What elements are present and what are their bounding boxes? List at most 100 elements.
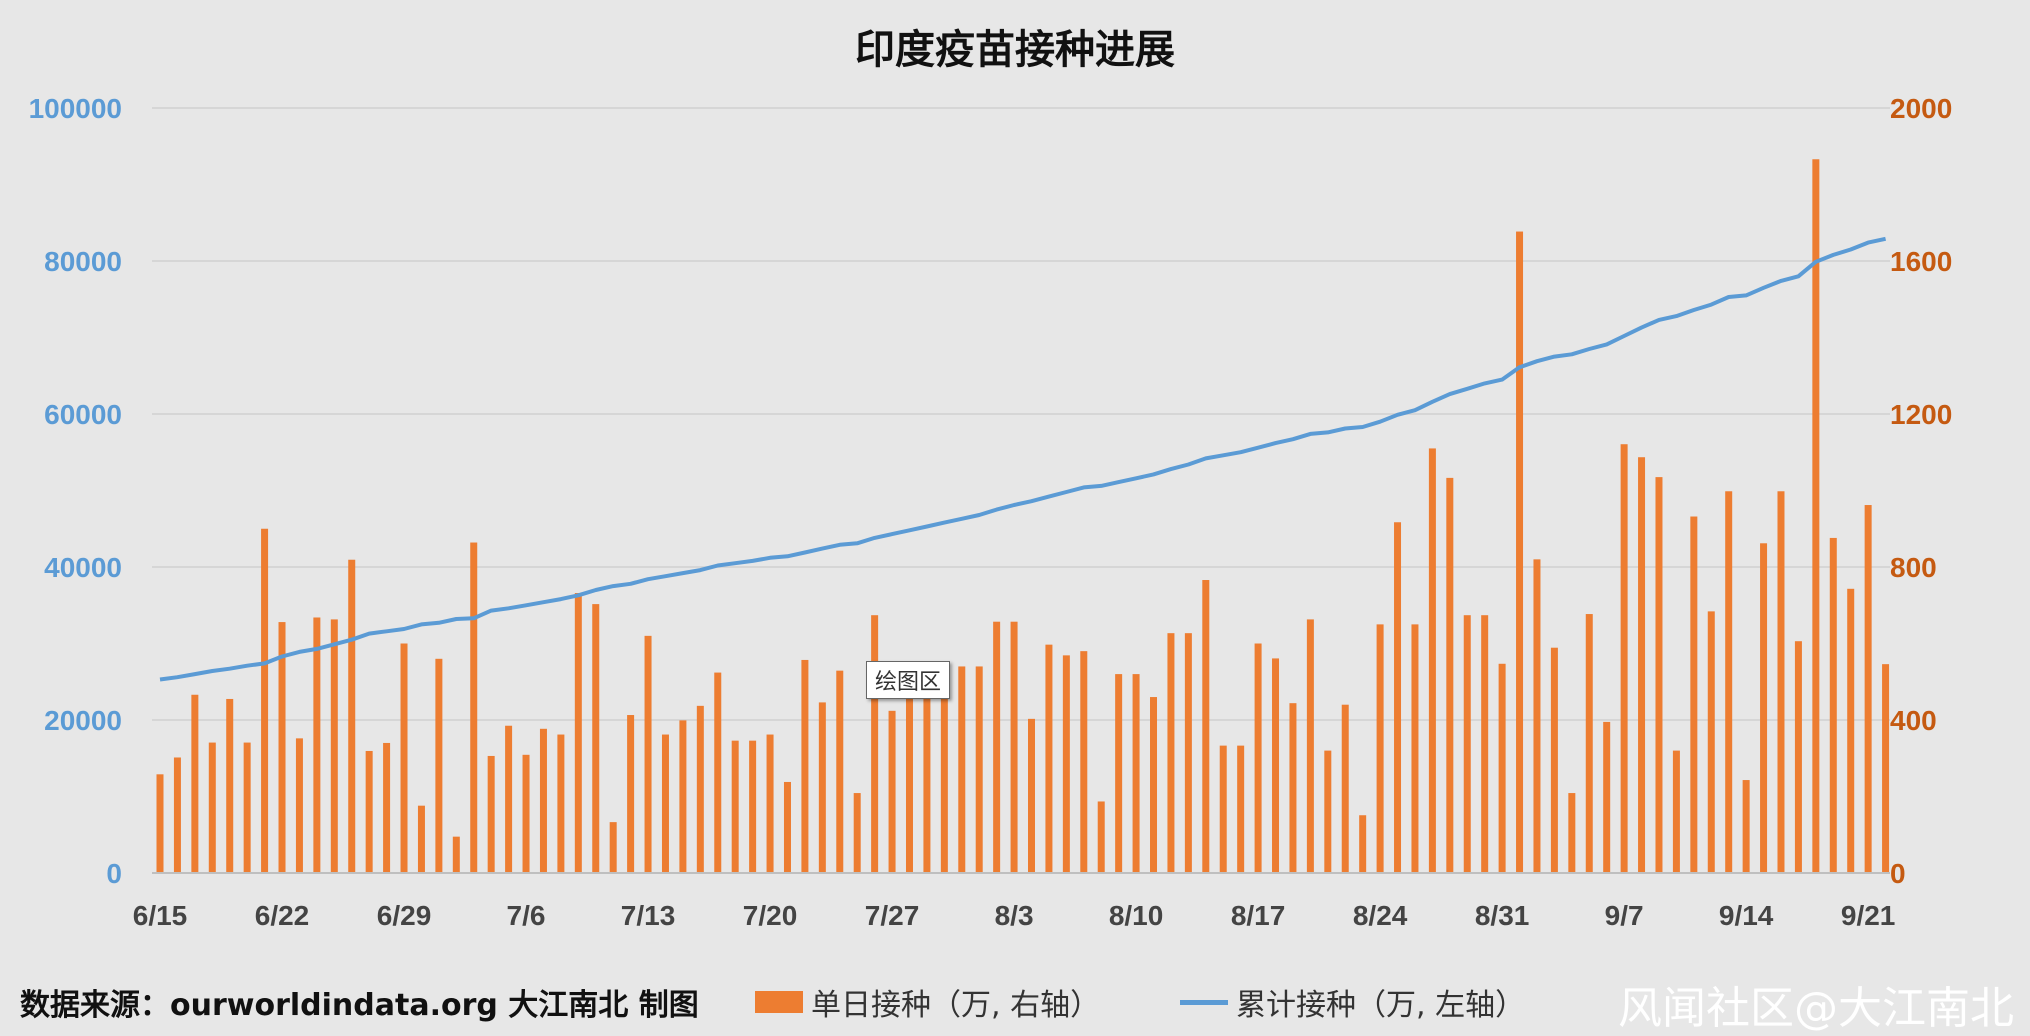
gridlines	[152, 107, 1890, 721]
x-axis-tick-label: 7/13	[621, 900, 676, 931]
chart-footer: 数据来源：ourworldindata.org 大江南北 制图 单日接种（万, …	[0, 972, 2030, 1034]
right-axis-tick-label: 400	[1890, 705, 1937, 736]
bar	[1516, 231, 1524, 874]
bar	[818, 702, 826, 873]
bar	[208, 742, 216, 873]
bar	[435, 658, 443, 873]
left-axis-tick-label: 60000	[44, 399, 122, 430]
bar	[1202, 580, 1210, 873]
bar	[940, 679, 948, 873]
bar	[1289, 703, 1297, 873]
x-axis-tick-label: 7/27	[865, 900, 920, 931]
x-axis-tick-label: 8/17	[1231, 900, 1286, 931]
legend-item-daily: 单日接种（万, 右轴）	[755, 980, 1100, 1024]
bar	[348, 559, 356, 873]
x-axis-tick-label: 7/6	[507, 900, 546, 931]
bar	[1847, 588, 1855, 873]
right-axis-ticks: 0 400 800 1200 1600 2000	[1890, 93, 1952, 889]
right-axis-tick-label: 1600	[1890, 246, 1952, 277]
bar	[1794, 641, 1802, 873]
bar	[1097, 801, 1105, 873]
bar	[749, 740, 757, 873]
bar	[1463, 615, 1471, 873]
bar	[801, 659, 809, 873]
bar	[1341, 704, 1349, 873]
bar	[1812, 159, 1820, 873]
legend-item-cumulative: 累计接种（万, 左轴）	[1180, 980, 1525, 1024]
bar	[1533, 559, 1541, 873]
bar	[1219, 745, 1227, 873]
bar	[557, 734, 565, 873]
line-series	[159, 236, 1887, 682]
bar	[173, 757, 181, 873]
x-axis-tick-label: 8/10	[1109, 900, 1164, 931]
left-axis-tick-label: 80000	[44, 246, 122, 277]
bar	[330, 619, 338, 873]
x-axis-tick-label: 6/15	[133, 900, 188, 931]
bar	[1045, 644, 1053, 873]
bar	[1272, 658, 1280, 873]
bar	[783, 781, 791, 873]
right-axis-tick-label: 0	[1890, 858, 1906, 889]
bar	[1184, 633, 1192, 873]
x-axis-tick-label: 9/21	[1841, 900, 1896, 931]
bar	[1359, 815, 1367, 873]
bar	[853, 793, 861, 873]
bar	[1237, 745, 1245, 873]
bar	[609, 822, 617, 873]
legend-line-swatch-icon	[1180, 999, 1228, 1005]
bar	[1376, 624, 1384, 873]
bar	[627, 715, 635, 873]
x-axis-tick-label: 9/7	[1605, 900, 1644, 931]
bar	[1254, 643, 1262, 873]
bar	[383, 742, 391, 873]
bar	[1010, 621, 1018, 873]
bar	[644, 635, 652, 873]
x-axis-tick-label: 6/22	[255, 900, 310, 931]
bar	[592, 604, 600, 873]
bar	[522, 754, 530, 873]
bar	[1638, 457, 1646, 873]
bar	[1760, 543, 1768, 873]
bar	[1150, 697, 1158, 873]
bar	[888, 710, 896, 873]
bar	[278, 622, 286, 873]
bar	[1411, 624, 1419, 873]
bar	[191, 694, 199, 873]
bar	[1603, 721, 1611, 873]
chart-title: 印度疫苗接种进展	[855, 28, 1175, 72]
left-axis-tick-label: 0	[106, 858, 122, 889]
left-axis-tick-label: 20000	[44, 705, 122, 736]
left-axis-tick-label: 100000	[29, 93, 122, 124]
bar	[1655, 477, 1663, 873]
bar	[1690, 516, 1698, 873]
bar	[470, 542, 478, 873]
bar	[679, 720, 687, 873]
bar	[923, 680, 931, 873]
x-axis-tick-label: 7/20	[743, 900, 798, 931]
data-source-label: 数据来源：ourworldindata.org 大江南北 制图	[20, 988, 699, 1023]
bar	[661, 734, 669, 873]
bar	[1777, 491, 1785, 873]
right-axis-tick-label: 1200	[1890, 399, 1952, 430]
plot-area-tooltip: 绘图区	[866, 661, 951, 699]
x-axis-tick-label: 8/3	[995, 900, 1034, 931]
bar	[539, 728, 547, 873]
bar	[1428, 448, 1436, 873]
bar	[313, 617, 321, 873]
left-axis-tick-label: 40000	[44, 552, 122, 583]
bar	[1672, 750, 1680, 873]
bar	[1481, 615, 1489, 873]
bar	[1167, 633, 1175, 873]
x-axis-tick-label: 8/24	[1353, 900, 1408, 931]
watermark: 风闻社区@大江南北	[1618, 983, 2014, 1034]
x-axis-ticks: 6/15 6/22 6/29 7/6 7/13 7/20 7/27 8/3 8/10 8/17 8/…	[133, 900, 1896, 931]
bar	[1742, 780, 1750, 873]
bar	[975, 666, 983, 873]
bar	[505, 725, 513, 873]
bar	[1132, 674, 1140, 873]
bar	[905, 693, 913, 873]
bar	[696, 705, 704, 873]
x-axis-tick-label: 8/31	[1475, 900, 1530, 931]
